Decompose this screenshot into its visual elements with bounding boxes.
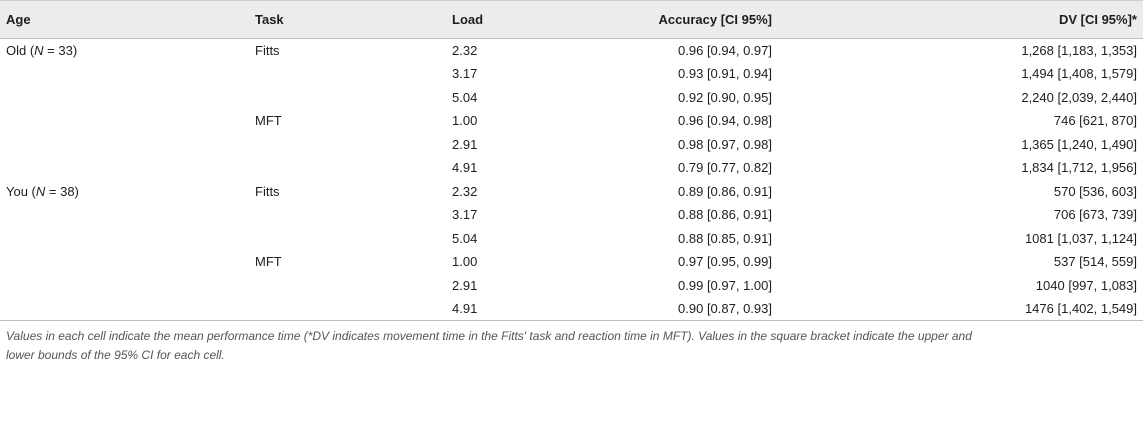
cell-dv: 1081 [1,037, 1,124]	[1024, 230, 1137, 246]
cell-load: 4.91	[440, 297, 615, 321]
cell-dv: 570 [536, 603]	[1053, 183, 1137, 199]
cell-age	[0, 274, 255, 298]
cell-accuracy: 0.93 [0.91, 0.94]	[678, 66, 772, 82]
table-row: 5.04 0.88 [0.85, 0.91] 1081 [1,037, 1,124]	[0, 227, 1143, 251]
age-prefix: You (	[6, 183, 36, 199]
cell-age	[0, 227, 255, 251]
cell-load: 1.00	[452, 113, 478, 129]
table-row: MFT 1.00 0.96 [0.94, 0.98] 746 [621, 870]	[0, 109, 1143, 133]
cell-load: 2.32	[452, 183, 478, 199]
cell-accuracy: 0.96 [0.94, 0.97]	[678, 43, 772, 58]
cell-load: 2.32	[452, 43, 478, 58]
cell-age	[0, 133, 255, 157]
footnote-line-1: Values in each cell indicate the mean pe…	[6, 329, 972, 343]
cell-accuracy: 0.88 [0.85, 0.91]	[678, 230, 772, 246]
table-row: You (N = 38) Fitts 2.32 0.89 [0.86, 0.91] 57…	[0, 180, 1143, 204]
cell-age	[0, 250, 255, 274]
cell-dv: 1476 [1,402, 1,549]	[880, 297, 1143, 321]
cell-task: MFT	[255, 113, 282, 129]
cell-dv: 1,365 [1,240, 1,490]	[1021, 136, 1137, 152]
cell-accuracy: 0.99 [0.97, 1.00]	[678, 277, 772, 293]
cell-age: Old (N = 33)	[0, 39, 255, 63]
cell-dv: 706 [673, 739]	[1053, 207, 1137, 223]
cell-age	[0, 109, 255, 133]
cell-task	[255, 86, 440, 110]
cell-task: Fitts	[255, 183, 280, 199]
cell-age	[0, 156, 255, 180]
cell-task	[255, 297, 440, 321]
results-table: Age Task Load Accuracy [CI 95%] DV [CI 9…	[0, 0, 1143, 321]
cell-task	[255, 227, 440, 251]
header-row: Age Task Load Accuracy [CI 95%] DV [CI 9…	[0, 0, 1143, 39]
cell-load: 1.00	[452, 254, 478, 270]
table-row: MFT 1.00 0.97 [0.95, 0.99] 537 [514, 559]	[0, 250, 1143, 274]
cell-task	[255, 133, 440, 157]
cell-task: Fitts	[255, 43, 280, 58]
cell-load: 3.17	[452, 66, 478, 82]
cell-task	[255, 156, 440, 180]
cell-load: 5.04	[452, 89, 478, 105]
cell-accuracy: 0.98 [0.97, 0.98]	[678, 136, 772, 152]
age-n-symbol: N	[35, 183, 46, 199]
cell-age	[0, 62, 255, 86]
cell-dv: 746 [621, 870]	[1053, 113, 1137, 129]
table-row: Old (N = 33) Fitts 2.32 0.96 [0.94, 0.97] 1,…	[0, 39, 1143, 63]
table-row: 4.91 0.79 [0.77, 0.82] 1,834 [1,712, 1,956…	[0, 156, 1143, 180]
cell-accuracy: 0.79 [0.77, 0.82]	[678, 160, 772, 176]
header-load: Load	[440, 0, 615, 39]
table-row: 3.17 0.88 [0.86, 0.91] 706 [673, 739]	[0, 203, 1143, 227]
cell-accuracy: 0.92 [0.90, 0.95]	[678, 89, 772, 105]
cell-age: You (N = 38)	[0, 180, 255, 204]
cell-task	[255, 203, 440, 227]
cell-load: 3.17	[452, 207, 478, 223]
cell-dv: 1,268 [1,183, 1,353]	[1021, 43, 1137, 58]
cell-accuracy: 0.88 [0.86, 0.91]	[678, 207, 772, 223]
table-row: 4.91 0.90 [0.87, 0.93] 1476 [1,402, 1,549]	[0, 297, 1143, 321]
cell-task	[255, 62, 440, 86]
header-task: Task	[255, 0, 440, 39]
cell-load: 2.91	[452, 136, 478, 152]
age-prefix: Old (	[6, 43, 35, 58]
cell-accuracy: 0.97 [0.95, 0.99]	[678, 254, 772, 270]
header-age: Age	[0, 0, 255, 39]
table-body: Old (N = 33) Fitts 2.32 0.96 [0.94, 0.97] 1,…	[0, 39, 1143, 321]
cell-dv: 1040 [997, 1,083]	[1035, 277, 1137, 293]
cell-dv: 1,494 [1,408, 1,579]	[1021, 66, 1137, 82]
age-suffix: = 38)	[45, 183, 79, 199]
table-row: 5.04 0.92 [0.90, 0.95] 2,240 [2,039, 2,440…	[0, 86, 1143, 110]
cell-accuracy: 0.90 [0.87, 0.93]	[615, 297, 880, 321]
cell-accuracy: 0.89 [0.86, 0.91]	[678, 183, 772, 199]
cell-accuracy: 0.96 [0.94, 0.98]	[678, 113, 772, 129]
header-accuracy: Accuracy [CI 95%]	[615, 0, 880, 39]
results-table-container: Age Task Load Accuracy [CI 95%] DV [CI 9…	[0, 0, 1143, 365]
header-dv: DV [CI 95%]*	[880, 0, 1143, 39]
cell-task	[255, 274, 440, 298]
cell-age	[0, 86, 255, 110]
cell-dv: 537 [514, 559]	[1053, 254, 1137, 270]
cell-load: 2.91	[452, 277, 478, 293]
cell-dv: 2,240 [2,039, 2,440]	[1021, 89, 1137, 105]
table-row: 3.17 0.93 [0.91, 0.94] 1,494 [1,408, 1,579…	[0, 62, 1143, 86]
age-suffix: = 33)	[43, 43, 78, 58]
cell-age	[0, 297, 255, 321]
footnote-line-2: lower bounds of the 95% CI for each cell…	[6, 348, 225, 362]
age-n-symbol: N	[34, 43, 44, 58]
table-row: 2.91 0.98 [0.97, 0.98] 1,365 [1,240, 1,490…	[0, 133, 1143, 157]
cell-dv: 1,834 [1,712, 1,956]	[1021, 160, 1137, 176]
table-header: Age Task Load Accuracy [CI 95%] DV [CI 9…	[0, 0, 1143, 39]
cell-load: 5.04	[452, 230, 478, 246]
cell-task: MFT	[255, 254, 282, 270]
table-footnote: Values in each cell indicate the mean pe…	[0, 321, 1143, 365]
table-row: 2.91 0.99 [0.97, 1.00] 1040 [997, 1,083]	[0, 274, 1143, 298]
cell-load: 4.91	[452, 160, 478, 176]
cell-age	[0, 203, 255, 227]
